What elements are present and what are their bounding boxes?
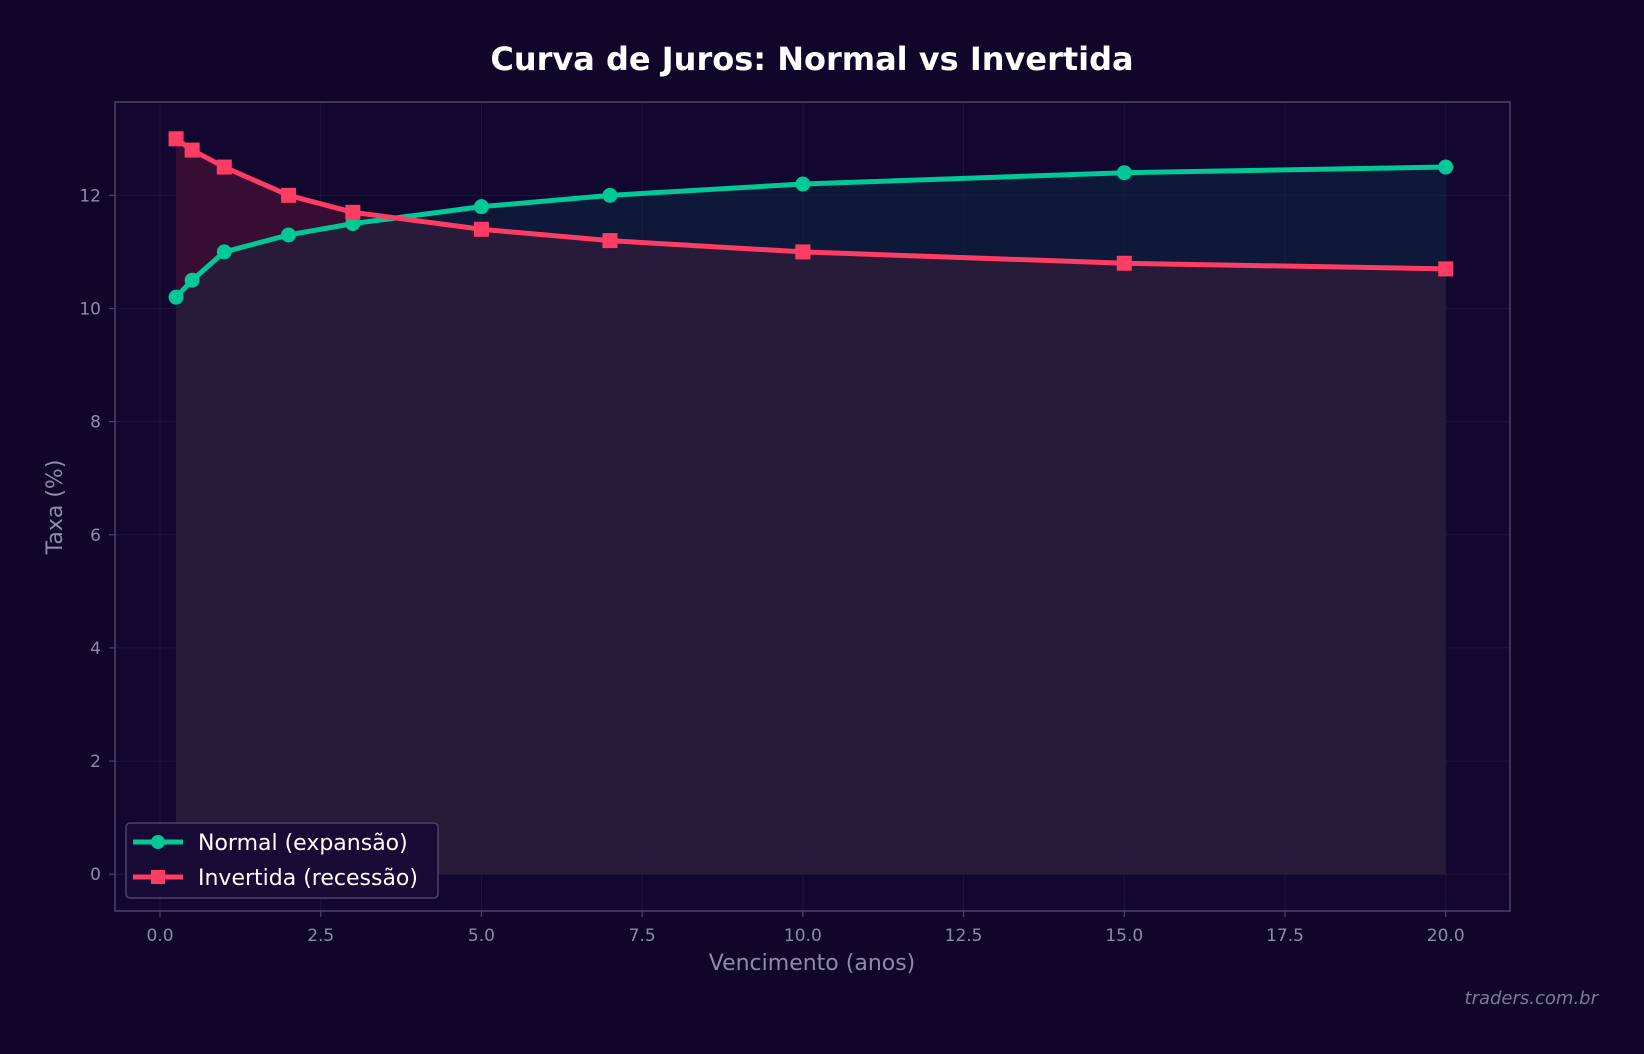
data-point-normal bbox=[602, 187, 618, 203]
x-tick-label: 10.0 bbox=[784, 926, 822, 946]
x-tick-label: 17.5 bbox=[1266, 926, 1304, 946]
area-fills bbox=[115, 102, 1510, 911]
data-point-inverted bbox=[345, 204, 361, 220]
data-point-normal bbox=[168, 289, 184, 305]
x-tick-label: 2.5 bbox=[307, 926, 334, 946]
data-point-inverted bbox=[1116, 255, 1132, 271]
series-line-normal bbox=[173, 164, 1449, 300]
x-tick-label: 5.0 bbox=[468, 926, 495, 946]
legend-box bbox=[125, 822, 439, 899]
data-point-inverted bbox=[1438, 261, 1454, 277]
data-point-inverted bbox=[184, 142, 200, 158]
inverted-area-fill bbox=[176, 138, 1446, 875]
data-point-normal bbox=[473, 199, 489, 215]
y-tick-label: 8 bbox=[90, 413, 101, 433]
series-layer bbox=[168, 131, 1454, 305]
watermark: traders.com.br bbox=[1465, 988, 1600, 1009]
legend-label-normal: Normal (expansão) bbox=[198, 831, 408, 856]
x-tick-label: 7.5 bbox=[629, 926, 656, 946]
series-line-inverted bbox=[173, 136, 1449, 272]
grid-lines bbox=[115, 102, 1510, 911]
y-tick-label: 10 bbox=[79, 299, 101, 319]
data-point-normal bbox=[184, 272, 200, 288]
x-tick-label: 20.0 bbox=[1427, 926, 1465, 946]
data-point-inverted bbox=[168, 131, 184, 147]
data-point-inverted bbox=[795, 244, 811, 260]
legend-marker-normal bbox=[151, 835, 165, 849]
data-point-normal bbox=[216, 244, 232, 260]
x-tick-label: 0.0 bbox=[146, 926, 173, 946]
y-tick-label: 4 bbox=[90, 639, 101, 659]
y-tick-label: 12 bbox=[79, 186, 101, 206]
y-tick-label: 0 bbox=[90, 865, 101, 885]
data-point-normal bbox=[1116, 165, 1132, 181]
data-point-normal bbox=[795, 176, 811, 192]
legend: Normal (expansão) Invertida (recessão) bbox=[125, 822, 439, 899]
data-point-inverted bbox=[473, 221, 489, 237]
x-axis-label: Vencimento (anos) bbox=[709, 951, 916, 976]
y-tick-label: 6 bbox=[90, 526, 101, 546]
chart-title: Curva de Juros: Normal vs Invertida bbox=[490, 40, 1133, 78]
data-point-normal bbox=[345, 216, 361, 232]
y-axis-label: Taxa (%) bbox=[43, 460, 68, 556]
x-axis-ticks: 0.0 2.5 5.0 7.5 10.0 12.5 15.0 17.5 20.0 bbox=[146, 911, 1465, 946]
y-axis-ticks: 0 2 4 6 8 10 12 bbox=[79, 186, 115, 885]
legend-label-inverted: Invertida (recessão) bbox=[198, 866, 418, 891]
data-point-inverted bbox=[216, 159, 232, 175]
data-point-inverted bbox=[602, 233, 618, 249]
data-point-inverted bbox=[281, 187, 297, 203]
legend-marker-inverted bbox=[151, 870, 165, 884]
data-point-normal bbox=[281, 227, 297, 243]
y-tick-label: 2 bbox=[90, 752, 101, 772]
data-point-normal bbox=[1438, 159, 1454, 175]
x-tick-label: 15.0 bbox=[1105, 926, 1143, 946]
inversion-zone-fill bbox=[176, 138, 396, 298]
x-tick-label: 12.5 bbox=[945, 926, 983, 946]
plot-frame bbox=[114, 101, 1511, 912]
